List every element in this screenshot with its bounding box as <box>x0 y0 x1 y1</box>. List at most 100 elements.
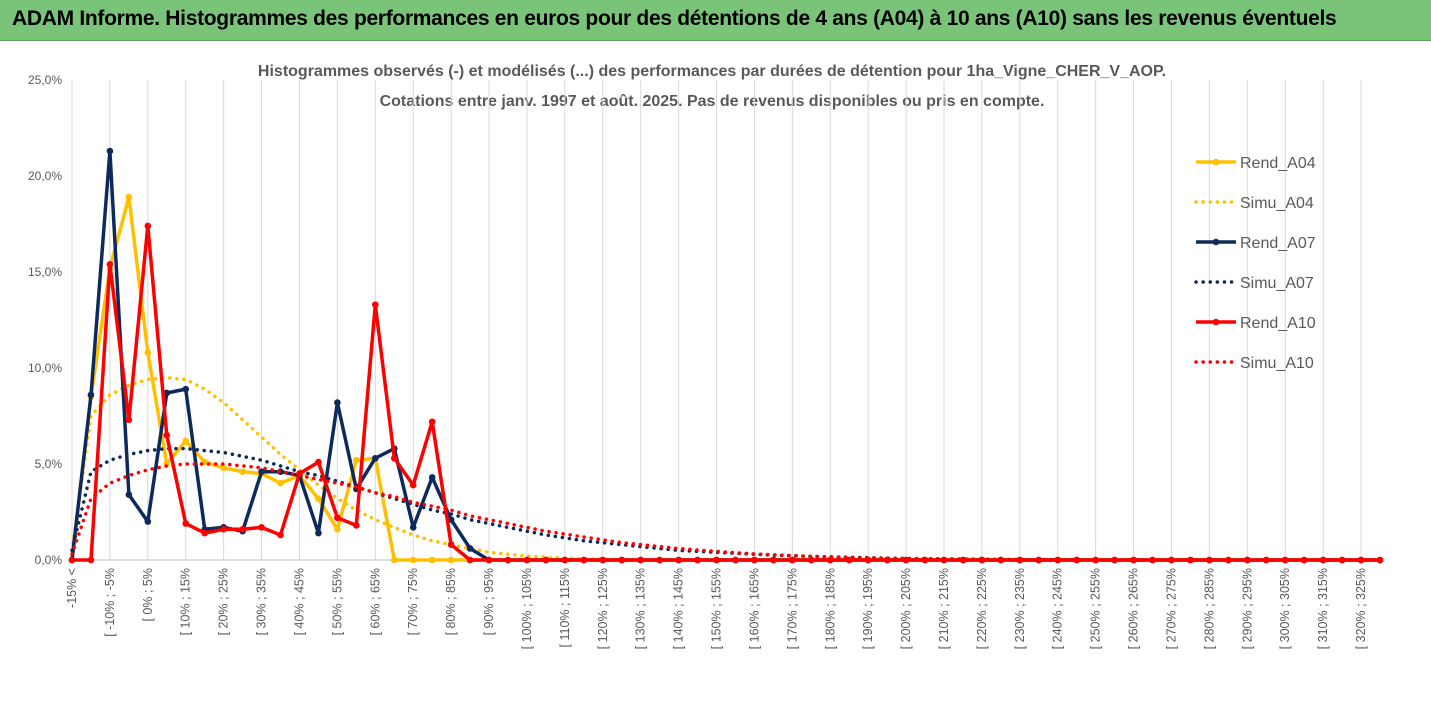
series-rend-a10-point <box>637 556 644 564</box>
series-simu-a04-line <box>70 375 1382 562</box>
series-rend-a10-point <box>561 556 569 564</box>
chart-subtitle: Cotations entre janv. 1997 et août. 2025… <box>380 93 1045 110</box>
series-rend-a10-point <box>1016 556 1024 564</box>
x-tick-label: [ 250% ; 255% <box>1089 568 1103 649</box>
x-tick-label: [ 280% ; 285% <box>1202 568 1216 649</box>
x-tick-label: [ 240% ; 245% <box>1051 568 1065 649</box>
series-rend-a04-point <box>239 468 246 475</box>
series-rend-a10-point <box>239 525 246 533</box>
x-tick-label: [ 210% ; 215% <box>937 568 951 649</box>
series-simu-a07-line <box>70 446 1382 562</box>
series-rend-a10-point <box>599 556 607 564</box>
legend-rend-a10-label: Rend_A10 <box>1240 315 1316 332</box>
series-rend-a07-point <box>334 399 341 406</box>
x-tick-label: [ 90% ; 95% <box>482 568 496 635</box>
legend-rend-a10-marker <box>1212 318 1220 326</box>
series-rend-a04-point <box>277 479 284 487</box>
series-rend-a10-point <box>1357 556 1365 564</box>
series-rend-a04-line <box>70 195 1380 562</box>
series-rend-a07-point <box>125 491 133 499</box>
series-rend-a10-point <box>485 556 493 564</box>
series-rend-a07-point <box>372 454 379 462</box>
x-tick-label: [ 130% ; 135% <box>634 568 648 649</box>
series-rend-a10-point <box>959 556 967 564</box>
series-rend-a04-point <box>220 464 227 472</box>
series-rend-a10-line <box>72 224 1380 562</box>
series-rend-a10-point <box>258 524 265 531</box>
x-tick-label: [ 20% ; 25% <box>217 568 231 635</box>
x-tick-label: [ 80% ; 85% <box>444 568 458 635</box>
x-tick-label: [ 260% ; 265% <box>1127 568 1141 649</box>
series-rend-a10-point <box>523 556 531 564</box>
series-rend-a10-point <box>751 556 758 564</box>
series-rend-a10-point <box>618 556 626 564</box>
x-tick-label: [ 270% ; 275% <box>1164 568 1178 649</box>
series-rend-a10-point <box>656 556 663 564</box>
series-rend-a10-point <box>1300 556 1308 564</box>
series-rend-a07-point <box>466 545 474 552</box>
series-rend-a10-point <box>504 556 512 564</box>
performance-histogram-chart: Histogrammes observés (-) et modélisés (… <box>28 63 1384 649</box>
series-rend-a04-point <box>144 349 152 356</box>
series-rend-a07-point <box>144 518 152 525</box>
x-tick-label: [ 140% ; 145% <box>672 568 686 649</box>
series-rend-a04-point <box>409 556 417 564</box>
series-rend-a04-point <box>447 556 455 564</box>
series-rend-a10-point <box>87 556 95 564</box>
series-rend-a10-point <box>1073 556 1080 564</box>
series-rend-a07-point <box>87 391 95 399</box>
x-tick-label: -15% < <box>65 568 79 608</box>
x-tick-label: [ 170% ; 175% <box>785 568 799 649</box>
series-rend-a10-point <box>353 522 360 529</box>
legend-rend-a04-label: Rend_A04 <box>1240 155 1316 172</box>
series-rend-a10-point <box>409 481 417 489</box>
series-rend-a07-point <box>106 147 114 155</box>
x-tick-label: [ 30% ; 35% <box>255 568 269 635</box>
series-rend-a07-point <box>182 385 190 393</box>
x-tick-label: [ 160% ; 165% <box>747 568 761 649</box>
series-rend-a07-point <box>428 474 436 481</box>
x-tick-label: [ 50% ; 55% <box>330 568 344 635</box>
series-rend-a10-point <box>732 556 739 564</box>
x-tick-label: [ 200% ; 205% <box>899 568 913 649</box>
series-rend-a10-point <box>277 531 284 539</box>
series-rend-a10-point <box>789 556 796 564</box>
x-tick-label: [ 0% ; 5% <box>141 568 155 622</box>
series-rend-a04-point <box>390 556 398 564</box>
x-tick-label: [ 60% ; 65% <box>368 568 382 635</box>
legend-rend-a07-marker <box>1212 238 1220 246</box>
series-rend-a07-point <box>447 516 455 523</box>
series-rend-a10-point <box>542 556 550 564</box>
x-tick-label: [ 290% ; 295% <box>1240 568 1254 649</box>
series-rend-a10-point <box>390 454 398 462</box>
x-tick-label: [ 100% ; 105% <box>520 568 534 649</box>
x-tick-label: [ 70% ; 75% <box>406 568 420 635</box>
series-rend-a07-line <box>70 149 1380 562</box>
series-rend-a10-point <box>163 431 171 439</box>
series-rend-a04-point <box>428 556 436 564</box>
x-tick-label: [ 310% ; 315% <box>1316 568 1330 649</box>
x-tick-label: [ 190% ; 195% <box>861 568 875 649</box>
series-rend-a10-point <box>1244 556 1251 564</box>
series-rend-a10-point <box>1187 556 1194 564</box>
x-tick-label: [ 150% ; 155% <box>710 568 724 649</box>
x-tick-label: [ 110% ; 115% <box>558 568 572 647</box>
report-title: ADAM Informe. Histogrammes des performan… <box>12 7 1337 30</box>
series-rend-a10-point <box>808 556 815 564</box>
series-rend-a04-point <box>125 193 133 201</box>
series-rend-a07-point <box>258 468 265 475</box>
series-rend-a10-point <box>125 416 133 424</box>
series-rend-a07-point <box>315 529 322 537</box>
x-tick-label: [ 40% ; 45% <box>292 568 306 635</box>
series-rend-a10-point <box>845 556 853 564</box>
series-simu-a10-line <box>70 462 1382 562</box>
x-tick-label: [ 300% ; 305% <box>1278 568 1292 649</box>
series-rend-a10-point <box>315 458 322 466</box>
legend-simu-a04-label: Simu_A04 <box>1240 195 1314 212</box>
report-banner: ADAM Informe. Histogrammes des performan… <box>0 0 1431 41</box>
series-rend-a10-point <box>1130 556 1137 564</box>
series-rend-a04-point <box>334 525 341 533</box>
y-tick-label: 0,0% <box>35 553 63 567</box>
series-rend-a04-point <box>182 437 190 445</box>
series-rend-a10-point <box>220 525 227 533</box>
